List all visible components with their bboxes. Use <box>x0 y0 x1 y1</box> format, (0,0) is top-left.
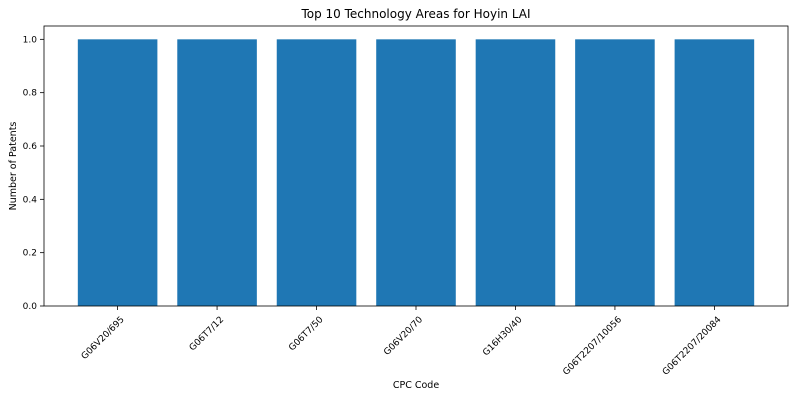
bar-G06T7/12 <box>177 39 257 306</box>
bars-layer <box>78 39 754 306</box>
x-tick-label: G06T2207/20084 <box>661 315 724 378</box>
x-tick-label: G06V20/695 <box>80 315 127 362</box>
x-tick-label: G16H30/40 <box>481 315 524 358</box>
x-tick-label: G06T7/12 <box>188 315 226 353</box>
bar-G06V20/695 <box>78 39 158 306</box>
bar-G16H30/40 <box>476 39 556 306</box>
y-tick-label: 1.0 <box>23 35 38 45</box>
bar-G06T7/50 <box>277 39 357 306</box>
chart-title: Top 10 Technology Areas for Hoyin LAI <box>300 7 530 21</box>
bar-G06T2207/20084 <box>675 39 755 306</box>
y-tick-label: 0.2 <box>23 249 37 259</box>
y-tick-label: 0.4 <box>23 195 38 205</box>
y-axis-label: Number of Patents <box>8 122 19 211</box>
x-tick-label: G06T2207/10056 <box>561 315 624 378</box>
x-axis: G06V20/695 G06T7/12 G06T7/50 G06V20/70 G16H3… <box>80 306 724 378</box>
y-tick-label: 0.6 <box>23 142 38 152</box>
y-tick-label: 0.8 <box>23 89 38 99</box>
y-tick-label: 0.0 <box>23 302 38 312</box>
x-tick-label: G06V20/70 <box>382 315 425 358</box>
bar-G06T2207/10056 <box>575 39 655 306</box>
x-tick-label: G06T7/50 <box>287 315 325 353</box>
bar-G06V20/70 <box>376 39 456 306</box>
y-axis: 0.0 0.2 0.4 0.6 0.8 1.0 <box>23 35 44 312</box>
x-axis-label: CPC Code <box>393 380 439 391</box>
